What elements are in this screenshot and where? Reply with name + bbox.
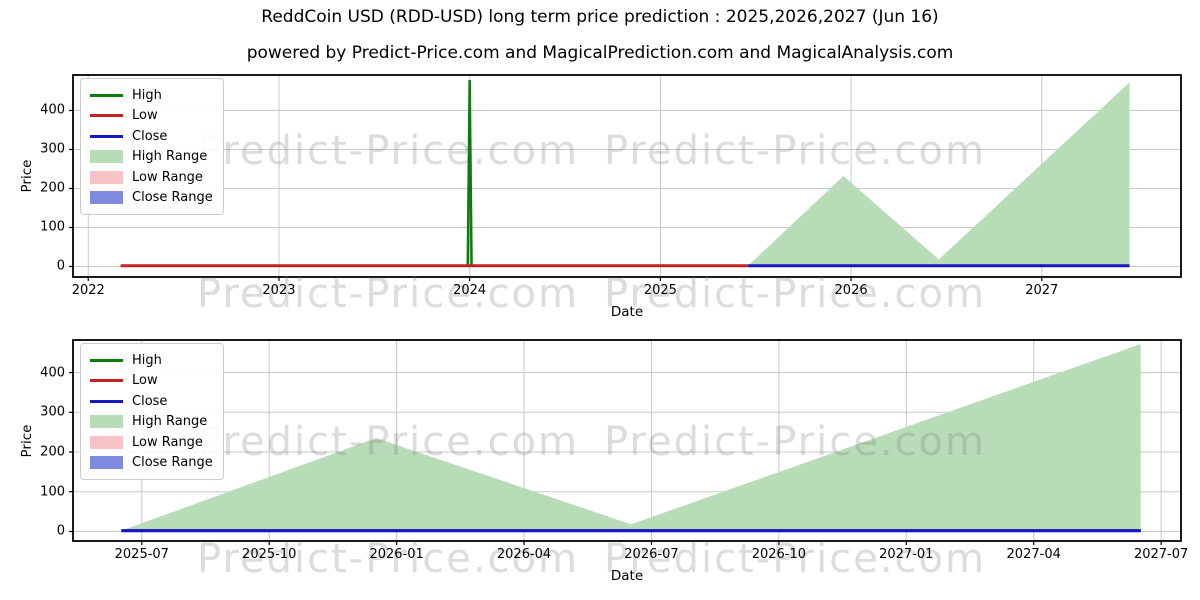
x-tick-label: 2027-04 [1006, 547, 1061, 562]
plot-border [72, 339, 1182, 542]
legend-label: Low Range [132, 434, 203, 450]
legend-patch-swatch [90, 191, 123, 205]
chart-legend: High Low Close High Range Low Range Close Ran… [80, 343, 224, 480]
x-axis-label: Date [610, 568, 644, 584]
x-tick-label: 2026 [834, 283, 868, 298]
legend-patch-swatch [90, 435, 123, 449]
legend-item-high: High [90, 85, 213, 106]
legend-item-high-range: High Range [90, 412, 213, 433]
legend-item-low-range: Low Range [90, 432, 213, 453]
legend-label: Close Range [132, 190, 213, 206]
legend-label: Close [132, 128, 168, 144]
legend-line-swatch [90, 93, 123, 97]
x-tick-label: 2026-01 [369, 547, 424, 562]
plot-border [72, 74, 1182, 278]
x-tick-label: 2026-04 [496, 547, 552, 562]
y-tick-label: 400 [40, 365, 65, 381]
legend-item-high-range: High Range [90, 147, 213, 168]
legend-item-low: Low [90, 371, 213, 392]
chart-subtitle: powered by Predict-Price.com and Magical… [246, 43, 954, 63]
legend-item-low-range: Low Range [90, 167, 213, 188]
y-tick-label: 400 [40, 102, 65, 118]
y-tick-label: 300 [40, 141, 65, 157]
y-tick-label: 100 [40, 219, 65, 235]
x-tick-label: 2027-07 [1133, 547, 1189, 562]
legend-line-swatch [90, 114, 123, 118]
legend-patch-swatch [90, 150, 123, 164]
legend-line-swatch [90, 379, 123, 383]
y-tick-label: 200 [40, 180, 65, 196]
legend-label: High Range [132, 414, 208, 430]
y-tick-label: 200 [40, 444, 65, 460]
x-tick-label: 2027 [1025, 283, 1059, 298]
x-tick-label: 2022 [71, 283, 105, 298]
y-axis-label: Price [19, 424, 35, 457]
legend-patch-swatch [90, 415, 123, 429]
legend-line-swatch [90, 134, 123, 138]
legend-patch-swatch [90, 170, 123, 184]
legend-item-close-range: Close Range [90, 453, 213, 474]
legend-item-close: Close [90, 391, 213, 412]
chart-legend: High Low Close High Range Low Range Close Ran… [80, 78, 224, 215]
legend-patch-swatch [90, 456, 123, 470]
x-tick-label: 2025 [643, 283, 677, 298]
x-tick-label: 2026-07 [624, 547, 679, 562]
legend-label: High [132, 87, 162, 103]
x-tick-label: 2027-01 [879, 547, 934, 562]
legend-line-swatch [90, 358, 123, 362]
legend-label: High [132, 352, 162, 368]
legend-label: Low Range [132, 169, 203, 185]
y-tick-label: 0 [56, 258, 65, 274]
x-axis-label: Date [610, 304, 644, 320]
x-tick-label: 2026-10 [751, 547, 807, 562]
legend-label: Close Range [132, 455, 213, 471]
legend-label: Close [132, 393, 168, 409]
x-tick-label: 2025-07 [114, 547, 169, 562]
legend-item-close-range: Close Range [90, 188, 213, 209]
legend-item-low: Low [90, 106, 213, 127]
y-tick-label: 0 [56, 523, 65, 539]
legend-line-swatch [90, 399, 123, 403]
chart-title: ReddCoin USD (RDD-USD) long term price p… [261, 7, 939, 27]
high-range-area [748, 82, 1130, 267]
x-tick-label: 2025-10 [242, 547, 297, 562]
legend-label: Low [132, 373, 158, 389]
legend-label: High Range [132, 149, 208, 165]
x-tick-label: 2023 [262, 283, 296, 298]
legend-item-close: Close [90, 126, 213, 147]
y-tick-label: 100 [40, 484, 65, 500]
high-range-area [121, 343, 1141, 532]
x-tick-label: 2024 [453, 283, 487, 298]
legend-item-high: High [90, 350, 213, 371]
legend-label: Low [132, 108, 158, 124]
y-tick-label: 300 [40, 404, 65, 420]
